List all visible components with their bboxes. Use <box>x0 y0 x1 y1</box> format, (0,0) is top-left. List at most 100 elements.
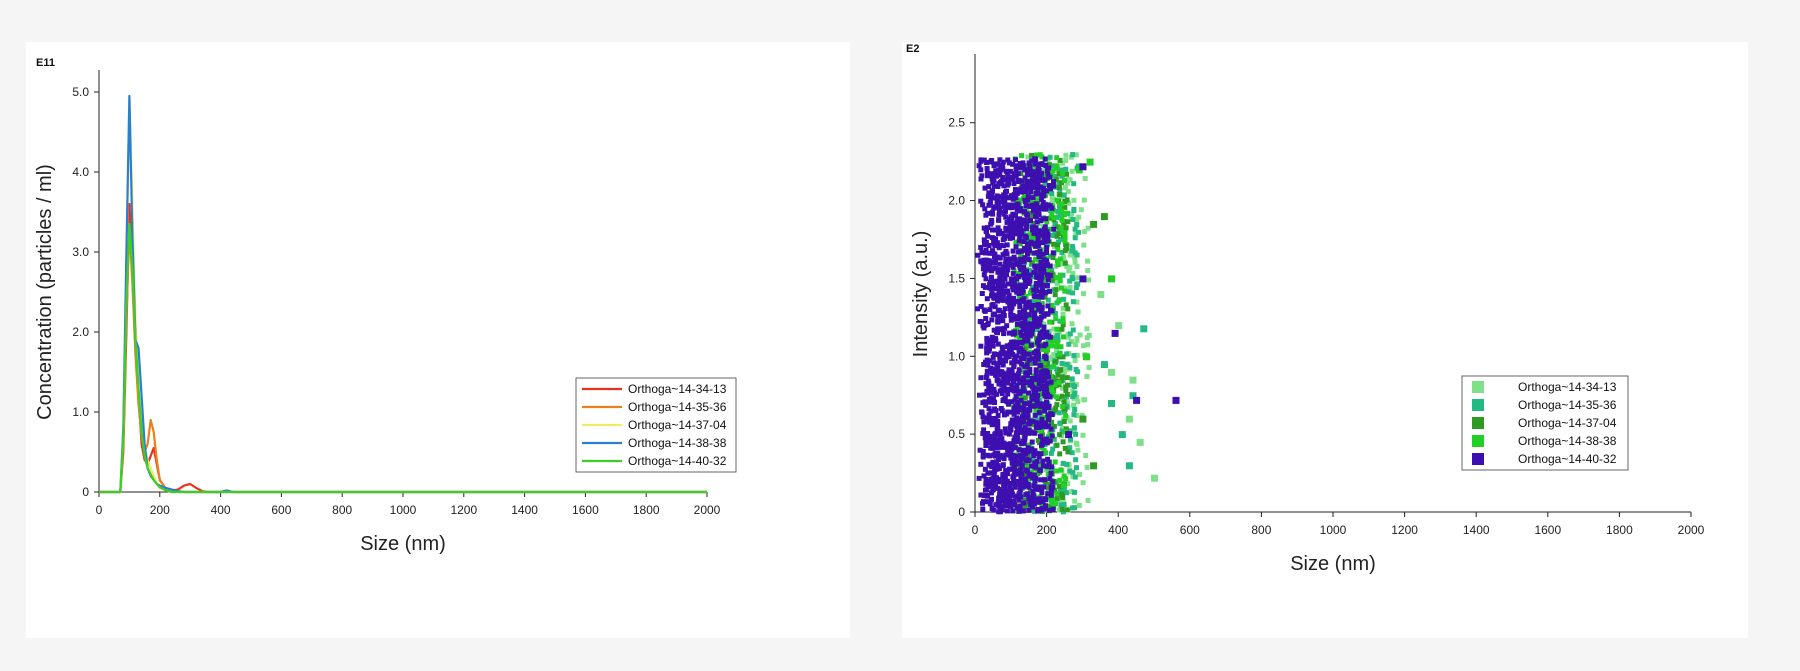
scatter-point <box>1070 327 1076 333</box>
legend-swatch <box>1472 417 1484 429</box>
scatter-point <box>986 202 992 208</box>
scatter-point <box>1008 342 1014 348</box>
scatter-point <box>1069 168 1075 174</box>
scatter-point <box>1071 428 1077 434</box>
scatter-point <box>1084 373 1090 379</box>
x-tick-label: 400 <box>211 503 231 517</box>
scatter-point <box>989 192 995 198</box>
scatter-point <box>1016 188 1022 193</box>
scatter-point <box>1069 243 1075 249</box>
scatter-point <box>1059 217 1065 223</box>
scatter-point <box>1062 230 1068 236</box>
scatter-point <box>1052 382 1058 388</box>
x-tick-label: 400 <box>1108 523 1128 537</box>
scatter-point <box>1081 242 1087 248</box>
scatter-point <box>1027 321 1033 327</box>
scatter-point <box>1085 225 1091 231</box>
scatter-point <box>1032 315 1038 321</box>
scatter-point <box>1022 255 1028 261</box>
scatter-point <box>1053 287 1059 293</box>
scatter-point <box>1036 306 1042 312</box>
scatter-point <box>1027 473 1033 479</box>
scatter-point <box>1067 428 1073 434</box>
scatter-point <box>1081 343 1086 349</box>
scatter-point <box>985 233 991 239</box>
scatter-point <box>1036 343 1042 349</box>
scatter-point <box>1019 462 1025 468</box>
scatter-point <box>1014 453 1020 459</box>
scatter-point <box>997 327 1002 333</box>
scatter-point <box>1055 372 1061 378</box>
scatter-point <box>986 406 992 412</box>
scatter-point <box>1001 493 1007 499</box>
scatter-point <box>1063 394 1069 400</box>
scatter-point <box>1055 261 1061 267</box>
scatter-point <box>1013 173 1019 179</box>
scatter-point <box>1063 152 1069 158</box>
x-tick-label: 1600 <box>1534 523 1561 537</box>
scatter-point <box>1071 181 1077 187</box>
scatter-point <box>1024 222 1030 228</box>
scatter-point <box>1020 160 1026 166</box>
scatter-point <box>1025 482 1031 487</box>
scatter-point <box>984 368 990 374</box>
scatter-point <box>1060 404 1066 409</box>
scatter-point <box>1038 485 1044 491</box>
scatter-point <box>1084 326 1090 332</box>
scatter-point <box>1009 227 1015 232</box>
scatter-point <box>1042 294 1048 300</box>
scatter-point <box>1071 197 1077 203</box>
scatter-point <box>1030 356 1036 362</box>
scatter-point <box>1055 344 1061 350</box>
scatter-point <box>1034 152 1040 158</box>
scatter-point <box>1049 268 1055 274</box>
scatter-point <box>1057 420 1063 426</box>
scatter-point <box>997 180 1003 185</box>
scatter-point <box>1011 378 1017 384</box>
scatter-point <box>1064 400 1070 406</box>
scatter-point <box>1058 344 1064 350</box>
scatter-point <box>978 198 984 204</box>
scatter-point <box>1033 484 1039 490</box>
scatter-point <box>1033 265 1039 271</box>
scatter-point <box>1023 226 1029 232</box>
scatter-point <box>1060 461 1066 466</box>
scatter-point <box>993 483 999 489</box>
scatter-point <box>1129 376 1137 384</box>
scatter-point <box>983 481 989 487</box>
scatter-point <box>1100 213 1108 221</box>
scatter-point <box>978 245 984 250</box>
scatter-point <box>999 436 1005 442</box>
scatter-point <box>995 413 1001 418</box>
scatter-point <box>1024 335 1030 341</box>
scatter-point <box>1033 451 1039 456</box>
scatter-point <box>1048 470 1054 476</box>
scatter-point <box>1065 449 1071 455</box>
scatter-point <box>983 402 989 408</box>
scatter-point <box>989 268 995 274</box>
scatter-point <box>1005 448 1011 454</box>
scatter-point <box>1059 173 1065 179</box>
scatter-point <box>1009 399 1015 405</box>
scatter-point <box>1011 316 1017 322</box>
scatter-point <box>1034 408 1040 414</box>
scatter-point <box>1013 385 1019 391</box>
scatter-point <box>1016 447 1022 453</box>
scatter-point <box>1027 367 1033 372</box>
scatter-point <box>1014 298 1020 304</box>
scatter-point <box>989 317 995 323</box>
scatter-point <box>1085 342 1091 348</box>
scatter-point <box>1035 348 1041 354</box>
scatter-point <box>1036 242 1042 248</box>
scatter-point <box>1039 170 1044 176</box>
scatter-point <box>1038 259 1044 265</box>
scatter-point <box>1019 153 1025 159</box>
scatter-point <box>1008 426 1014 432</box>
scatter-point <box>1049 163 1055 169</box>
scatter-point <box>1065 431 1073 439</box>
scatter-point <box>1029 307 1035 313</box>
scatter-point <box>1064 507 1070 513</box>
scatter-point <box>1040 329 1046 335</box>
scatter-point <box>1046 165 1051 171</box>
scatter-point <box>1067 468 1073 474</box>
